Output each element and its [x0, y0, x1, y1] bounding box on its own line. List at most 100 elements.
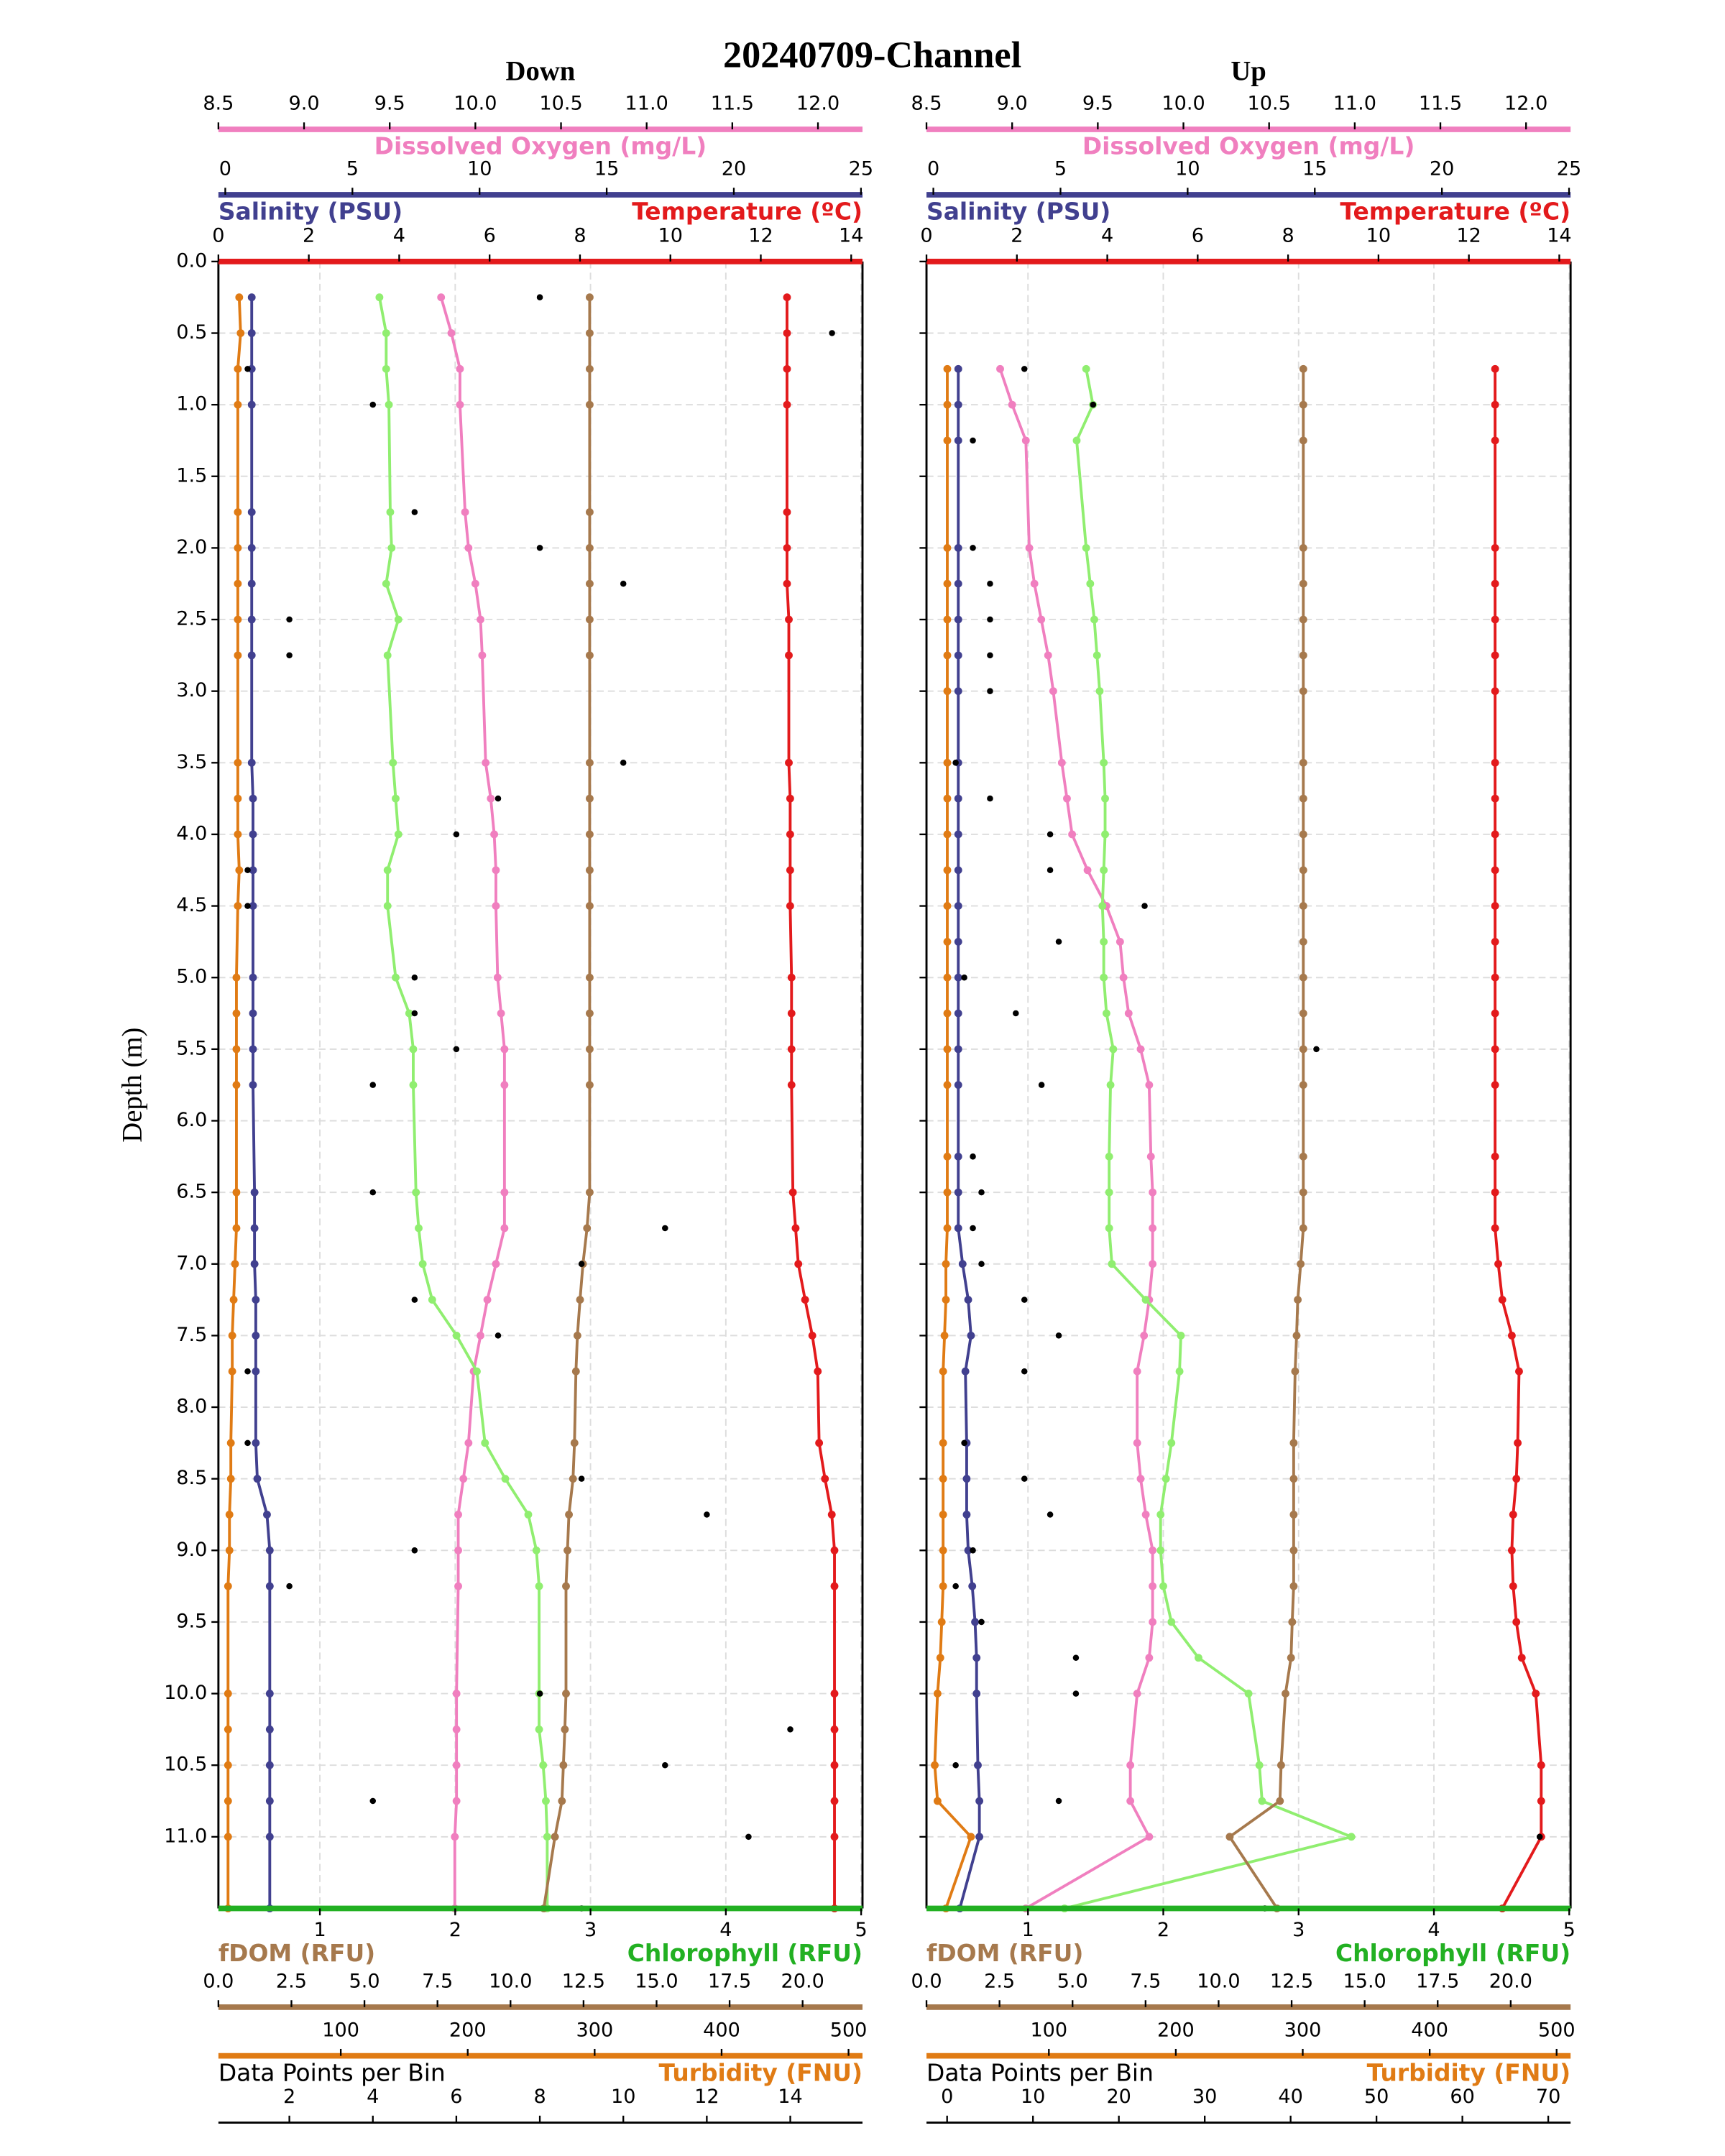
profile-marker: [954, 1009, 962, 1018]
profile-marker: [1299, 651, 1307, 660]
x-tick-label: 9.0: [288, 93, 319, 115]
profile-marker: [382, 579, 390, 588]
x-tick-label: 2: [283, 2086, 295, 2108]
profile-marker: [585, 866, 594, 875]
point: [620, 580, 627, 587]
profile-marker: [394, 615, 402, 624]
profile-marker: [954, 1224, 962, 1233]
profile-marker: [954, 436, 962, 445]
profile-marker: [943, 400, 952, 409]
profile-marker: [830, 1582, 839, 1590]
profile-marker: [1082, 364, 1090, 373]
point: [369, 1189, 377, 1196]
point: [494, 795, 502, 802]
profile-marker: [943, 830, 952, 839]
profile-marker: [386, 508, 395, 517]
profile-marker: [1021, 436, 1030, 445]
profile-marker: [234, 902, 242, 911]
profile-marker: [231, 1260, 239, 1268]
point: [578, 1475, 585, 1482]
profile-marker: [785, 758, 793, 767]
profile-marker: [788, 1188, 797, 1197]
profile-marker: [954, 579, 962, 588]
profile-marker: [1126, 1797, 1135, 1805]
profile-marker: [830, 1761, 839, 1769]
profile-marker: [964, 1546, 972, 1554]
profile-marker: [943, 758, 952, 767]
profile-marker: [265, 1833, 274, 1841]
y-tick-label: 7.5: [176, 1324, 207, 1346]
x-tick-label: 10.5: [539, 93, 582, 115]
profile-marker: [1145, 1081, 1154, 1089]
point: [704, 1511, 710, 1518]
profile-marker: [954, 1152, 962, 1161]
profile-marker: [389, 758, 397, 767]
profile-marker: [585, 329, 594, 337]
profile-marker: [785, 615, 793, 624]
profile-marker: [830, 1690, 839, 1697]
profile-marker: [585, 1045, 594, 1054]
point: [578, 1261, 585, 1268]
profile-marker: [225, 1511, 234, 1519]
profile-marker: [783, 329, 791, 337]
profile-marker: [562, 1690, 570, 1697]
point: [978, 1189, 985, 1196]
x-tick-label: 8.5: [203, 93, 234, 115]
profile-marker: [1299, 1081, 1307, 1089]
profile-marker: [937, 1618, 946, 1626]
profile-marker: [821, 1475, 829, 1483]
profile-marker: [247, 579, 256, 588]
profile-marker: [1195, 1654, 1202, 1662]
point: [1141, 903, 1148, 909]
profile-marker: [250, 1260, 259, 1268]
profile-marker: [382, 364, 390, 373]
profile-marker: [428, 1296, 436, 1304]
profile-marker: [452, 1761, 461, 1769]
profile-marker: [1507, 1546, 1516, 1554]
profile-marker: [1141, 1511, 1150, 1519]
profile-marker: [1141, 1296, 1150, 1304]
x-tick-label: 10: [1021, 2086, 1045, 2108]
profile-marker: [785, 651, 793, 660]
profile-marker: [1289, 1475, 1298, 1483]
point: [745, 1833, 752, 1841]
profile-marker: [535, 1582, 543, 1590]
profile-marker: [1149, 1224, 1157, 1233]
profile-marker: [786, 902, 794, 911]
point: [1313, 1046, 1320, 1053]
y-tick-label: 1.0: [176, 393, 207, 415]
x-tick-label: 0: [927, 158, 939, 180]
x-tick-label: 50: [1364, 2086, 1389, 2108]
point: [369, 401, 377, 408]
y-tick-label: 9.0: [176, 1539, 207, 1561]
point: [1013, 1010, 1019, 1017]
profile-marker: [265, 1546, 274, 1554]
x-tick-label: 9.5: [1082, 93, 1113, 115]
x-tick-label: 8: [1282, 225, 1294, 247]
x-tick-label: 2: [1011, 225, 1023, 247]
profile-marker: [1491, 758, 1499, 767]
profile-marker: [954, 1188, 962, 1197]
profile-marker: [1282, 1690, 1289, 1697]
x-tick-label: 20: [1430, 158, 1454, 180]
profile-marker: [1098, 902, 1107, 911]
axis-label: Dissolved Oxygen (mg/L): [374, 132, 707, 160]
x-tick-label: 10: [467, 158, 492, 180]
profile-marker: [570, 1439, 579, 1447]
y-tick-label: 5.0: [176, 966, 207, 988]
profile-marker: [1491, 1045, 1499, 1054]
profile-marker: [942, 1296, 950, 1304]
profile-marker: [226, 1475, 235, 1483]
profile-marker: [412, 1188, 420, 1197]
x-tick-label: 11.5: [1419, 93, 1462, 115]
profile-marker: [943, 543, 952, 552]
x-tick-label: 10.0: [489, 1971, 532, 1993]
profile-marker: [234, 651, 242, 660]
point: [987, 795, 993, 802]
profile-marker: [954, 794, 962, 803]
profile-marker: [1124, 1009, 1133, 1018]
x-tick-label: 5: [346, 158, 359, 180]
profile-marker: [234, 579, 242, 588]
profile-marker: [263, 1511, 271, 1519]
